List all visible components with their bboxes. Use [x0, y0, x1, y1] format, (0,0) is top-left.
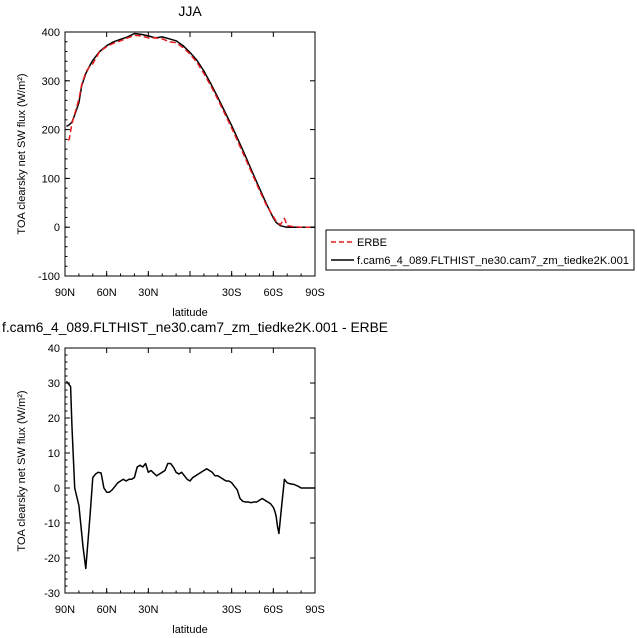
y-tick-label: 100 — [42, 173, 60, 185]
series-line-model — [66, 32, 315, 228]
chart-panel-bottom: f.cam6_4_089.FLTHIST_ne30.cam7_zm_tiedke… — [2, 320, 388, 636]
x-tick-label: 60N — [97, 287, 117, 299]
x-axis-label: latitude — [172, 624, 207, 636]
x-tick-label: 60N — [97, 604, 117, 616]
y-tick-label: 0 — [54, 483, 60, 495]
legend-label-model: f.cam6_4_089.FLTHIST_ne30.cam7_zm_tiedke… — [357, 255, 629, 267]
y-tick-label: 400 — [42, 27, 60, 39]
y-axis: -100 0 100 200 300 400 — [38, 27, 315, 283]
y-axis-label: TOA clearsky net SW flux (W/m²) — [16, 390, 28, 551]
legend-box — [325, 229, 635, 271]
y-tick-label: -30 — [44, 588, 60, 600]
x-tick-label: 60S — [264, 604, 284, 616]
series-line-model — [65, 380, 315, 570]
legend-label-erbe: ERBE — [357, 237, 387, 249]
x-axis-label: latitude — [172, 307, 207, 319]
x-tick-label: 30S — [222, 604, 242, 616]
series-group — [66, 32, 315, 228]
y-tick-label: 40 — [48, 343, 60, 355]
x-tick-label: 30S — [222, 287, 242, 299]
y-tick-label: -20 — [44, 553, 60, 565]
chart-title: f.cam6_4_089.FLTHIST_ne30.cam7_zm_tiedke… — [2, 320, 388, 335]
x-axis: 90N 60N 30N 30S 60S 90S — [55, 32, 325, 299]
chart-title: JJA — [178, 3, 202, 19]
y-tick-label: 300 — [42, 76, 60, 88]
x-tick-label: 90N — [55, 604, 75, 616]
series-line-erbe — [67, 34, 315, 228]
y-tick-label: 200 — [42, 125, 60, 137]
plot-frame — [64, 31, 316, 277]
x-tick-label: 90N — [55, 287, 75, 299]
x-tick-label: 90S — [305, 604, 325, 616]
legend: ERBE f.cam6_4_089.FLTHIST_ne30.cam7_zm_t… — [325, 229, 635, 271]
chart-panel-top: JJA -100 0 100 200 300 400 90N 60N 30N 30S 60S 90S… — [16, 3, 325, 319]
y-tick-label: 30 — [48, 378, 60, 390]
y-axis-label: TOA clearsky net SW flux (W/m²) — [16, 73, 28, 234]
y-tick-label: 0 — [54, 222, 60, 234]
x-tick-label: 60S — [264, 287, 284, 299]
x-axis: 90N 60N 30N 30S 60S 90S — [55, 348, 325, 616]
series-group — [65, 380, 315, 570]
x-tick-label: 90S — [305, 287, 325, 299]
y-tick-label: 20 — [48, 413, 60, 425]
x-tick-label: 30N — [138, 287, 158, 299]
x-tick-label: 30N — [138, 604, 158, 616]
y-axis: -30 -20 -10 0 10 20 30 40 — [44, 343, 315, 600]
y-tick-label: -10 — [44, 518, 60, 530]
plot-frame — [64, 347, 316, 594]
y-tick-label: 10 — [48, 448, 60, 460]
y-tick-label: -100 — [38, 271, 60, 283]
